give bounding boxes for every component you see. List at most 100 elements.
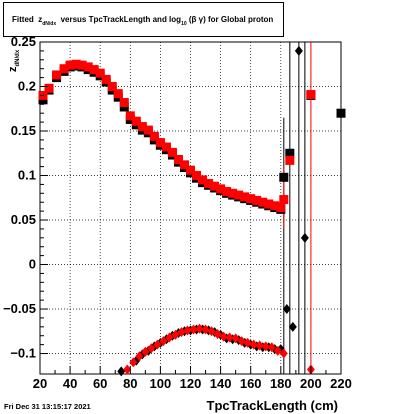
svg-text:zdN/dx: zdN/dx (7, 49, 21, 72)
y-tick-label: 0.25 (11, 34, 36, 49)
data-point-square (279, 195, 289, 205)
data-point-square (77, 60, 87, 70)
data-point-diamond (129, 357, 138, 368)
title-suffix: for Global proton (207, 15, 274, 24)
data-point-diamond (123, 364, 132, 375)
data-point-square (101, 74, 111, 84)
data-point-square (246, 194, 256, 204)
data-point-square (173, 154, 183, 164)
y-axis-label: zdN/dx (7, 49, 21, 72)
data-point-square (285, 155, 295, 165)
data-point-diamond (219, 331, 228, 342)
data-point-square (234, 190, 244, 200)
data-point-diamond (243, 337, 252, 348)
data-point-square (198, 175, 208, 185)
x-tick-label: 40 (63, 376, 77, 391)
x-tick-label: 120 (180, 376, 202, 391)
data-point-diamond (159, 336, 168, 347)
x-tick-label: 80 (123, 376, 137, 391)
data-point-diamond (237, 336, 246, 347)
data-point-square (107, 82, 117, 92)
data-point-diamond (294, 45, 303, 56)
data-point-diamond (255, 340, 264, 351)
data-point-square (119, 98, 129, 108)
data-point-square (161, 142, 171, 152)
data-point-square (131, 116, 141, 126)
data-point-diamond (189, 324, 198, 335)
data-point-square (83, 62, 93, 72)
data-point-square (137, 122, 147, 132)
title-prefix: Fitted (12, 15, 34, 24)
data-point-diamond (153, 339, 162, 350)
data-point-square (113, 89, 123, 99)
data-point-square (279, 172, 289, 182)
data-point-diamond (231, 333, 240, 344)
data-point-square (228, 188, 238, 198)
y-axis-label-sub: dN/dx (15, 49, 21, 66)
data-point-square (71, 59, 81, 69)
data-point-square (276, 203, 286, 213)
footer-date: Fri Dec 31 13:15:17 2021 (4, 402, 91, 411)
data-point-square (52, 70, 62, 80)
data-point-diamond (183, 325, 192, 336)
data-point-square (149, 131, 159, 141)
data-point-diamond (261, 341, 270, 352)
data-point-square (258, 197, 268, 207)
data-point-diamond (288, 321, 297, 332)
data-point-diamond (171, 329, 180, 340)
data-point-diamond (279, 348, 288, 359)
title-log-sub: 10 (181, 21, 187, 27)
x-tick-label: 180 (270, 376, 292, 391)
data-point-square (125, 111, 135, 121)
data-point-square (186, 165, 195, 175)
title-z-sub: dN/dx (42, 21, 57, 27)
data-point-square (336, 108, 346, 118)
title-middle: versus TpcTrackLength and log (60, 15, 182, 24)
y-axis-label-main: z (7, 66, 19, 72)
data-point-diamond (249, 339, 258, 350)
y-tick-label: 0.05 (11, 212, 36, 227)
y-tick-label: 0 (29, 257, 36, 272)
data-marks (38, 45, 346, 377)
data-point-square (216, 184, 226, 194)
x-tick-label: 200 (300, 376, 322, 391)
y-tick-label: 0.2 (18, 79, 36, 94)
data-point-diamond (207, 326, 216, 337)
data-point-diamond (135, 351, 144, 362)
data-point-diamond (117, 366, 126, 377)
data-point-diamond (225, 332, 234, 343)
data-point-square (179, 160, 189, 170)
y-tick-label: 0.15 (11, 123, 36, 138)
chart-title: Fitted zdN/dx versus TpcTrackLength and … (12, 15, 274, 27)
data-point-square (59, 64, 69, 74)
data-point-square (44, 83, 54, 93)
title-box: Fitted zdN/dx versus TpcTrackLength and … (3, 2, 284, 37)
data-point-diamond (273, 345, 282, 356)
title-betagamma: (β γ) (188, 15, 206, 24)
x-tick-label: 160 (240, 376, 262, 391)
title-z: z (38, 15, 43, 24)
x-tick-label: 100 (150, 376, 172, 391)
x-tick-label: 60 (93, 376, 107, 391)
data-point-diamond (282, 304, 291, 315)
data-point-diamond (213, 328, 222, 339)
data-point-square (210, 181, 220, 191)
data-point-square (270, 201, 280, 211)
data-point-square (306, 90, 316, 100)
data-point-diamond (300, 232, 309, 243)
data-point-diamond (165, 332, 174, 343)
data-point-diamond (147, 343, 156, 354)
data-point-square (95, 68, 105, 78)
data-point-diamond (195, 323, 204, 334)
data-point-square (285, 148, 295, 158)
data-point-square (252, 195, 262, 205)
data-point-square (167, 147, 177, 157)
x-axis-label: TpcTrackLength (cm) (207, 398, 338, 413)
data-point-square (155, 138, 165, 148)
data-point-diamond (201, 324, 210, 335)
data-point-square (65, 60, 75, 70)
x-tick-label: 20 (33, 376, 47, 391)
x-tick-label: 140 (210, 376, 232, 391)
data-point-square (264, 199, 274, 209)
data-point-diamond (267, 342, 276, 353)
